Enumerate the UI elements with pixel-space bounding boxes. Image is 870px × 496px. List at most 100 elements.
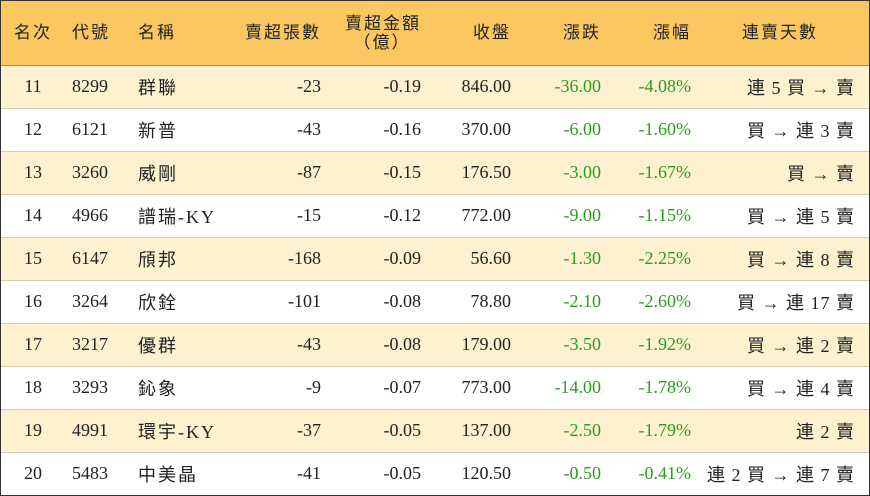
code-cell: 4991: [72, 420, 108, 440]
name-cell: 欣銓: [138, 292, 178, 313]
name-cell: 威剛: [138, 163, 178, 184]
header-name: 名稱: [131, 1, 251, 66]
lots-cell: -43: [297, 334, 321, 354]
change-cell: -6.00: [563, 119, 602, 139]
name-cell: 頎邦: [138, 249, 178, 270]
rank-cell: 12: [24, 119, 42, 139]
change-pct-cell: -1.67%: [638, 162, 692, 182]
amount-cell: -0.05: [383, 463, 422, 484]
change-pct-cell: -1.15%: [638, 205, 692, 225]
rank-cell: 14: [24, 205, 42, 225]
amount-cell: -0.16: [383, 119, 422, 139]
lots-cell: -15: [297, 205, 321, 225]
rank-cell: 20: [24, 463, 42, 484]
header-net-sell-amount-line2: （億）: [353, 32, 411, 52]
table-row: 15 6147 頎邦 -168 -0.09 56.60 -1.30 -2.25%…: [1, 237, 869, 280]
name-cell: 中美晶: [138, 464, 198, 485]
change-cell: -1.30: [563, 248, 602, 268]
table-row: 17 3217 優群 -43 -0.08 179.00 -3.50 -1.92%…: [1, 323, 869, 366]
close-cell: 772.00: [461, 205, 512, 225]
header-net-sell-lots-label: 賣超張數: [245, 23, 321, 42]
close-cell: 120.50: [461, 463, 512, 484]
change-pct-cell: -1.79%: [638, 420, 692, 440]
close-cell: 176.50: [461, 162, 512, 182]
header-row: 名次 代號 名稱 賣超張數 賣超金額 （億） 收盤 漲跌 漲幅 連賣天數: [1, 1, 869, 66]
amount-cell: -0.19: [383, 76, 422, 96]
amount-cell: -0.15: [383, 162, 422, 182]
change-cell: -3.50: [563, 334, 602, 354]
lots-cell: -43: [297, 119, 321, 139]
lots-cell: -101: [288, 291, 321, 311]
lots-cell: -87: [297, 162, 321, 182]
code-cell: 4966: [72, 205, 108, 225]
table-row: 20 5483 中美晶 -41 -0.05 120.50 -0.50 -0.41…: [1, 452, 869, 495]
close-cell: 370.00: [461, 119, 512, 139]
table-header: 名次 代號 名稱 賣超張數 賣超金額 （億） 收盤 漲跌 漲幅 連賣天數: [1, 1, 869, 66]
rank-cell: 11: [24, 76, 42, 96]
change-cell: -14.00: [554, 377, 602, 397]
change-pct-cell: -1.60%: [638, 119, 692, 139]
lots-cell: -23: [297, 76, 321, 96]
streak-cell: 買 → 連 4 賣: [747, 378, 855, 399]
close-cell: 846.00: [461, 76, 512, 96]
streak-cell: 買 → 連 17 賣: [737, 292, 855, 313]
change-pct-cell: -2.25%: [638, 248, 692, 268]
amount-cell: -0.05: [383, 420, 422, 440]
change-pct-cell: -1.78%: [638, 377, 692, 397]
code-cell: 6147: [72, 248, 108, 268]
code-cell: 3217: [72, 334, 108, 354]
streak-cell: 買 → 連 5 賣: [747, 206, 855, 227]
lots-cell: -9: [306, 377, 321, 397]
rank-cell: 15: [24, 248, 42, 268]
streak-cell: 連 2 賣: [796, 421, 855, 442]
amount-cell: -0.12: [383, 205, 422, 225]
lots-cell: -41: [297, 463, 321, 484]
rank-cell: 19: [24, 420, 42, 440]
header-consecutive-days: 連賣天數: [691, 1, 869, 66]
header-change: 漲跌: [511, 1, 601, 66]
close-cell: 56.60: [470, 248, 512, 268]
name-cell: 群聯: [138, 77, 178, 98]
change-cell: -3.00: [563, 162, 602, 182]
change-cell: -2.50: [563, 420, 602, 440]
code-cell: 3264: [72, 291, 108, 311]
name-cell: 環宇-KY: [138, 421, 216, 442]
code-cell: 3293: [72, 377, 108, 397]
code-cell: 8299: [72, 76, 108, 96]
close-cell: 179.00: [461, 334, 512, 354]
code-cell: 3260: [72, 162, 108, 182]
close-cell: 137.00: [461, 420, 512, 440]
amount-cell: -0.08: [383, 334, 422, 354]
name-cell: 譜瑞-KY: [138, 206, 216, 227]
header-net-sell-amount-line1: 賣超金額: [345, 13, 421, 33]
streak-cell: 連 5 買 → 賣: [747, 77, 855, 98]
change-pct-cell: -2.60%: [638, 291, 692, 311]
amount-cell: -0.09: [383, 248, 422, 268]
header-close: 收盤: [421, 1, 511, 66]
streak-cell: 買 → 連 3 賣: [747, 120, 855, 141]
header-code: 代號: [65, 1, 131, 66]
rank-cell: 13: [24, 162, 42, 182]
rank-cell: 17: [24, 334, 42, 354]
amount-cell: -0.08: [383, 291, 422, 311]
table-body: 11 8299 群聯 -23 -0.19 846.00 -36.00 -4.08…: [1, 65, 869, 495]
streak-cell: 買 → 賣: [787, 163, 855, 184]
table-row: 11 8299 群聯 -23 -0.19 846.00 -36.00 -4.08…: [1, 65, 869, 108]
amount-cell: -0.07: [383, 377, 422, 397]
header-rank: 名次: [1, 1, 65, 66]
name-cell: 鈊象: [138, 378, 178, 399]
code-cell: 5483: [72, 463, 108, 484]
lots-cell: -37: [297, 420, 321, 440]
change-pct-cell: -0.41%: [638, 463, 692, 484]
lots-cell: -168: [288, 248, 321, 268]
name-cell: 優群: [138, 335, 178, 356]
header-net-sell-amount: 賣超金額 （億）: [321, 1, 421, 66]
table-row: 19 4991 環宇-KY -37 -0.05 137.00 -2.50 -1.…: [1, 409, 869, 452]
table-row: 16 3264 欣銓 -101 -0.08 78.80 -2.10 -2.60%…: [1, 280, 869, 323]
rank-cell: 18: [24, 377, 42, 397]
change-cell: -36.00: [554, 76, 602, 96]
table-row: 13 3260 威剛 -87 -0.15 176.50 -3.00 -1.67%…: [1, 151, 869, 194]
table-row: 18 3293 鈊象 -9 -0.07 773.00 -14.00 -1.78%…: [1, 366, 869, 409]
